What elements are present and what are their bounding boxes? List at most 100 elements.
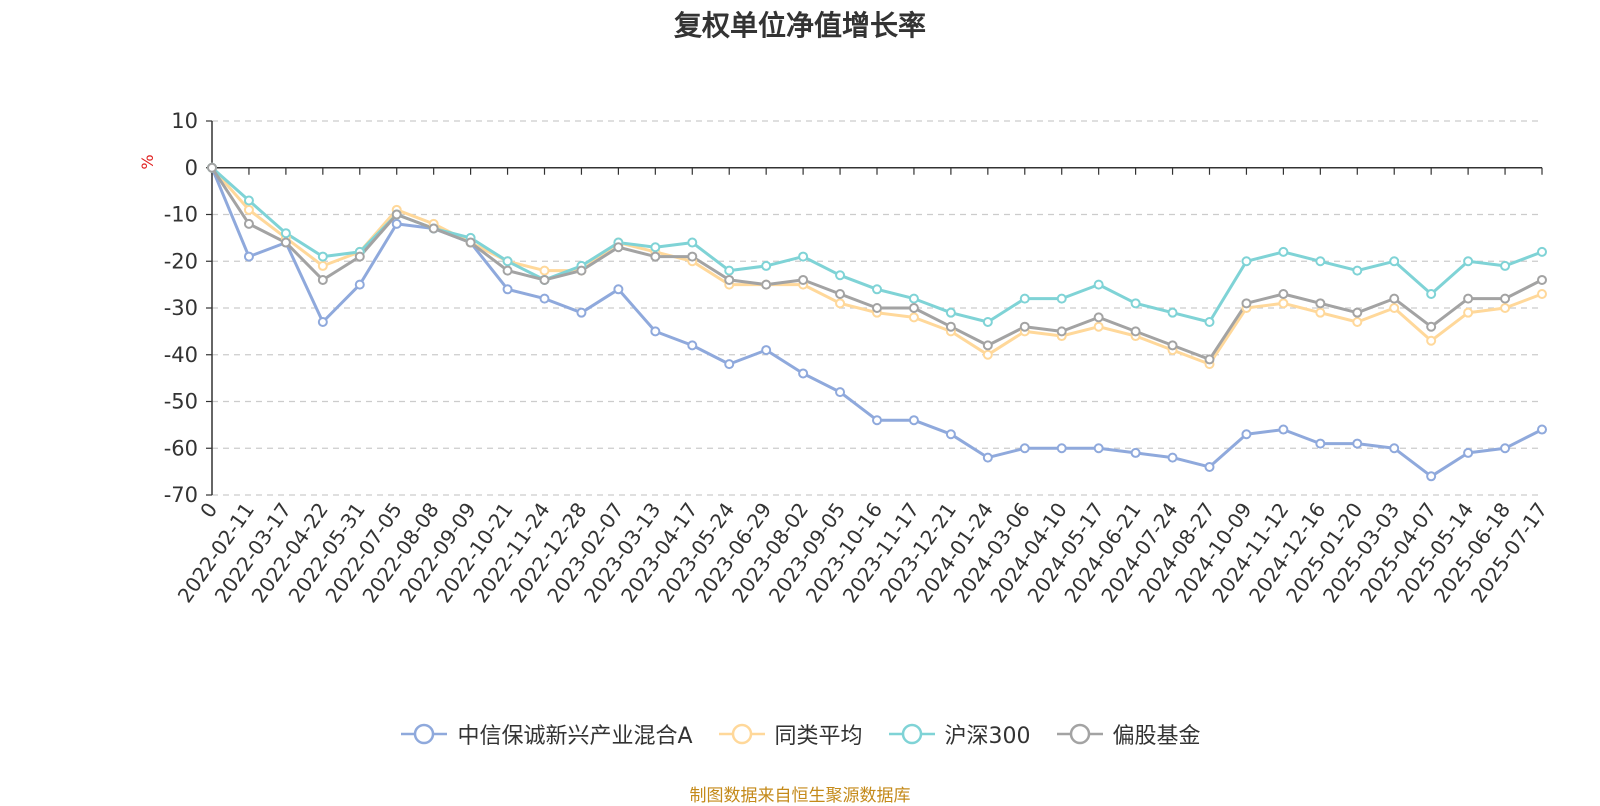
data-point: [1056, 326, 1067, 337]
data-point: [908, 303, 919, 313]
data-point: [1500, 443, 1511, 454]
data-point: [1093, 321, 1104, 332]
data-point: [798, 274, 809, 285]
data-point: [872, 284, 882, 295]
data-point: [1426, 471, 1437, 482]
data-point: [1278, 246, 1289, 257]
y-tick-label: 10: [171, 109, 198, 133]
data-point: [1204, 461, 1215, 472]
data-point: [1241, 256, 1252, 267]
data-point: [1537, 246, 1547, 257]
data-point: [650, 242, 661, 253]
legend-item[interactable]: 同类平均: [717, 718, 863, 750]
data-point: [798, 368, 809, 379]
data-point: [1537, 288, 1547, 299]
data-point: [872, 303, 882, 313]
data-point: [576, 307, 587, 318]
data-point: [502, 284, 513, 295]
data-point: [1056, 293, 1067, 304]
data-point: [908, 415, 919, 426]
data-point: [1093, 279, 1104, 290]
data-point: [1315, 307, 1326, 318]
legend-marker: [888, 723, 935, 745]
data-point: [243, 204, 254, 215]
y-tick-label: -70: [164, 483, 198, 507]
data-point: [1204, 317, 1215, 328]
data-point: [1056, 443, 1067, 454]
legend-label: 沪深300: [944, 724, 1031, 749]
data-point: [391, 209, 402, 220]
data-point: [1463, 447, 1474, 458]
source-note: 制图数据来自恒生聚源数据库: [689, 786, 911, 806]
data-point: [1389, 256, 1400, 267]
legend-label: 偏股基金: [1112, 724, 1201, 749]
data-point: [1093, 312, 1104, 323]
data-point: [1352, 307, 1363, 318]
data-point: [502, 256, 513, 267]
data-point: [1278, 288, 1289, 299]
data-point: [1500, 303, 1511, 313]
legend: 中信保诚新兴产业混合A 同类平均 沪深300 偏股基金: [0, 718, 1600, 750]
data-point: [354, 279, 365, 290]
data-point: [761, 260, 772, 271]
data-point: [207, 162, 217, 173]
data-point: [798, 251, 809, 262]
data-point: [1426, 335, 1437, 346]
legend-label: 同类平均: [774, 724, 863, 749]
data-point: [576, 265, 587, 276]
data-point: [650, 251, 661, 262]
data-point: [945, 307, 956, 318]
data-point: [391, 218, 402, 229]
legend-item[interactable]: 偏股基金: [1055, 718, 1201, 750]
legend-item[interactable]: 中信保诚新兴产业混合A: [399, 718, 693, 750]
data-point: [1463, 307, 1474, 318]
y-tick-label: -60: [164, 436, 198, 460]
data-point: [465, 237, 476, 248]
y-axis-unit-label: %: [138, 154, 157, 169]
series-markers: [207, 162, 1547, 482]
data-point: [687, 340, 698, 351]
data-point: [1537, 424, 1547, 435]
data-point: [539, 293, 550, 304]
data-point: [1352, 265, 1363, 276]
chart-title: 复权单位净值增长率: [673, 9, 926, 42]
legend-label: 中信保诚新兴产业混合A: [457, 724, 693, 749]
data-point: [1130, 298, 1141, 309]
legend-item[interactable]: 沪深300: [887, 718, 1031, 750]
data-point: [502, 265, 513, 276]
data-point: [724, 274, 735, 285]
data-point: [1500, 293, 1511, 304]
data-point: [1426, 321, 1437, 332]
data-point: [1537, 274, 1547, 285]
data-point: [243, 195, 254, 206]
data-point: [650, 326, 661, 337]
data-point: [1315, 438, 1326, 449]
data-point: [354, 251, 365, 262]
data-point: [1426, 288, 1437, 299]
data-point: [687, 237, 698, 248]
data-point: [317, 251, 328, 262]
data-point: [1315, 256, 1326, 267]
data-point: [982, 349, 993, 360]
data-point: [243, 218, 254, 229]
data-point: [687, 251, 698, 262]
series-line: [211, 166, 1543, 324]
data-point: [1167, 452, 1178, 463]
data-point: [317, 274, 328, 285]
data-point: [1500, 260, 1511, 271]
data-point: [945, 321, 956, 332]
legend-marker: [401, 723, 448, 745]
data-point: [280, 237, 291, 248]
data-point: [1389, 303, 1400, 313]
data-point: [1019, 293, 1030, 304]
data-point: [1019, 443, 1030, 454]
data-point: [1241, 429, 1252, 440]
data-point: [724, 359, 735, 370]
data-point: [1130, 326, 1141, 337]
y-tick-label: -50: [164, 390, 198, 414]
data-point: [1167, 307, 1178, 318]
data-point: [908, 312, 919, 323]
data-point: [1352, 438, 1363, 449]
data-point: [1093, 443, 1104, 454]
axes: 100-10-20-30-40-50-60-7002022-02-112022-…: [164, 109, 1552, 607]
